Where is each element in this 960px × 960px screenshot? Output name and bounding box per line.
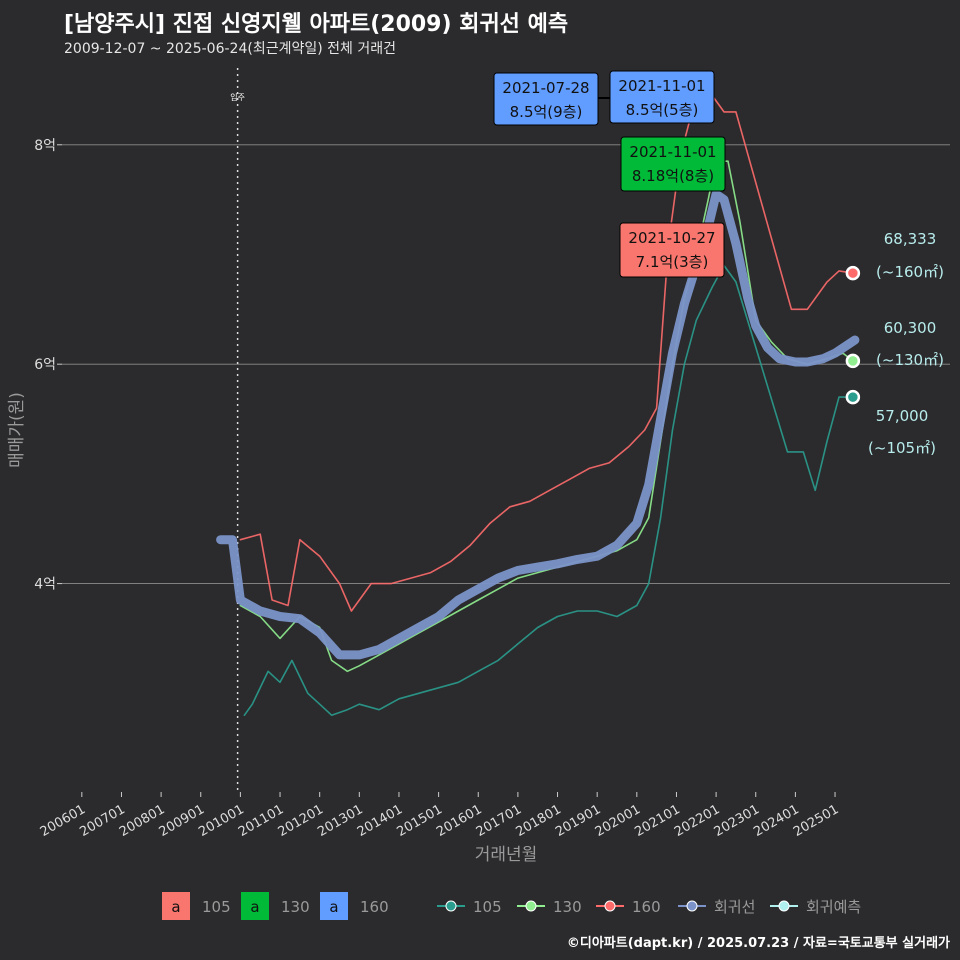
legend-text: 130 <box>281 898 310 916</box>
legend-text: 105 <box>202 898 231 916</box>
annotation-date: 2021-07-28 <box>502 79 589 97</box>
endpoint-area-label: (~105㎡) <box>868 439 936 457</box>
endpoint-price-label: 68,333 <box>884 230 937 248</box>
legend-key-glyph: a <box>171 898 180 916</box>
annotation-price: 8.18억(8층) <box>632 167 714 185</box>
legend-text: 130 <box>553 898 582 916</box>
endpoint-price-label: 60,300 <box>884 319 937 337</box>
y-axis-title: 매매가(원) <box>7 392 27 468</box>
endpoint-marker-160 <box>845 265 861 281</box>
legend-key-label <box>320 892 348 920</box>
legend-text: 회귀예측 <box>806 898 861 916</box>
legend-text: 105 <box>473 898 502 916</box>
legend-key-label <box>241 892 269 920</box>
legend-key-dot <box>525 900 537 912</box>
endpoint-price-label: 57,000 <box>876 407 929 425</box>
endpoint-area-label: (~160㎡) <box>876 263 944 281</box>
chart-title: [남양주시] 진접 신영지웰 아파트(2009) 회귀선 예측 <box>64 12 569 37</box>
annotation-box <box>493 72 599 126</box>
legend-key-dot <box>445 900 457 912</box>
series-line-130 <box>239 160 854 673</box>
annotation-box <box>609 70 715 124</box>
legend-text: 회귀선 <box>714 898 755 916</box>
series-line-105 <box>243 264 854 716</box>
y-tick-label: 6억 <box>34 357 56 373</box>
legend-key-dot <box>778 900 790 912</box>
x-tick-label: 202501 <box>791 802 841 840</box>
x-axis-title: 거래년월 <box>475 845 538 865</box>
annotation-price: 8.5억(5층) <box>626 101 699 119</box>
legend-key-glyph: a <box>250 898 259 916</box>
series-line-160 <box>239 94 854 612</box>
series-line-regression <box>216 189 860 660</box>
endpoint-area-label: (~130㎡) <box>876 351 944 369</box>
legend-key-glyph: a <box>329 898 338 916</box>
annotation-date: 2021-10-27 <box>628 229 715 247</box>
annotation-price: 8.5억(9층) <box>510 103 583 121</box>
source-credit: ©디아파트(dapt.kr) / 2025.07.23 / 자료=국토교통부 실… <box>566 936 950 951</box>
legend-key-dot <box>604 900 616 912</box>
chart-subtitle: 2009-12-07 ~ 2025-06-24(최근계약일) 전체 거래건 <box>64 41 396 57</box>
legend-key-label <box>162 892 190 920</box>
annotation-box <box>620 136 726 192</box>
legend-text: 160 <box>632 898 661 916</box>
annotation-date: 2021-11-01 <box>629 143 716 161</box>
move-in-label: 입주 <box>230 93 245 102</box>
y-tick-label: 4억 <box>34 577 56 593</box>
legend-key-dot <box>686 900 698 912</box>
annotation-date: 2021-11-01 <box>618 77 705 95</box>
legend-text: 160 <box>360 898 389 916</box>
endpoint-marker-130 <box>845 353 861 369</box>
annotation-price: 7.1억(3층) <box>636 253 709 271</box>
endpoint-marker-105 <box>845 389 861 405</box>
y-tick-label: 8억 <box>34 138 56 154</box>
annotation-box <box>619 222 725 278</box>
